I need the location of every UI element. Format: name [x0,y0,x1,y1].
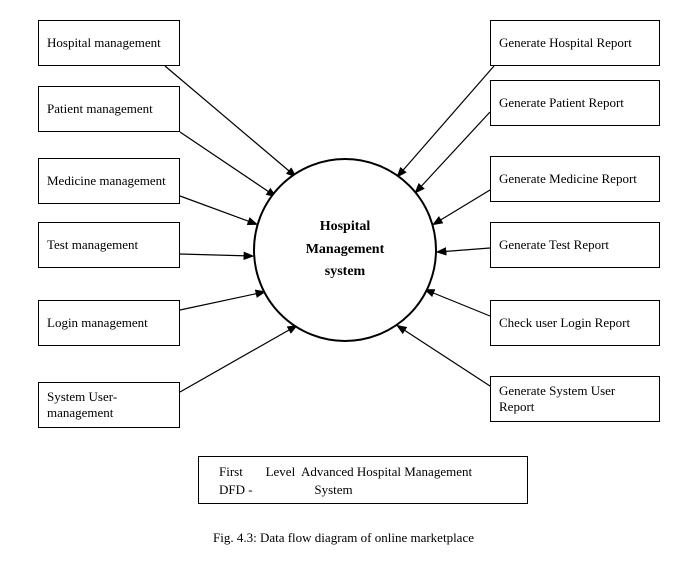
arrow-login-mgmt [180,292,264,310]
arrow-test-mgmt [180,254,252,256]
node-label: Patient management [47,101,153,117]
figure-caption: Fig. 4.3: Data flow diagram of online ma… [0,530,687,546]
node-hospital-mgmt: Hospital management [38,20,180,66]
node-label: Check user Login Report [499,315,630,331]
caption-line-1: First Level Advanced Hospital Management [219,463,507,481]
arrow-gen-medicine-rep [434,190,490,224]
arrow-hospital-mgmt [165,66,295,176]
diagram-canvas: Hospital Management system Hospital mana… [0,0,687,573]
arrow-gen-hospital-rep [398,66,494,176]
center-line-1: Hospital [320,216,371,238]
node-label: Generate Medicine Report [499,171,637,187]
node-label: Login management [47,315,148,331]
node-label: Generate Hospital Report [499,35,632,51]
node-gen-sysuser-rep: Generate System User Report [490,376,660,422]
arrow-gen-sysuser-rep [398,326,490,386]
arrow-gen-patient-rep [416,112,490,192]
node-label: Hospital management [47,35,161,51]
node-label: Generate Patient Report [499,95,624,111]
node-gen-test-rep: Generate Test Report [490,222,660,268]
center-line-3: system [325,261,365,283]
caption-box: First Level Advanced Hospital Management… [198,456,528,504]
node-medicine-mgmt: Medicine management [38,158,180,204]
node-patient-mgmt: Patient management [38,86,180,132]
node-gen-hospital-rep: Generate Hospital Report [490,20,660,66]
arrow-patient-mgmt [180,132,275,196]
arrow-sysuser-mgmt [180,326,296,392]
node-sysuser-mgmt: System User-management [38,382,180,428]
node-login-mgmt: Login management [38,300,180,346]
node-label: Generate System User Report [499,383,651,416]
arrow-gen-test-rep [438,248,490,252]
arrow-check-login-rep [426,290,490,316]
node-test-mgmt: Test management [38,222,180,268]
node-gen-medicine-rep: Generate Medicine Report [490,156,660,202]
center-line-2: Management [306,239,385,261]
arrow-medicine-mgmt [180,196,256,224]
node-label: Generate Test Report [499,237,609,253]
node-gen-patient-rep: Generate Patient Report [490,80,660,126]
figure-caption-text: Fig. 4.3: Data flow diagram of online ma… [213,530,474,545]
node-label: Test management [47,237,138,253]
node-check-login-rep: Check user Login Report [490,300,660,346]
node-label: System User-management [47,389,171,422]
node-label: Medicine management [47,173,166,189]
center-system-circle: Hospital Management system [253,158,437,342]
caption-line-2: DFD - System [219,481,507,499]
